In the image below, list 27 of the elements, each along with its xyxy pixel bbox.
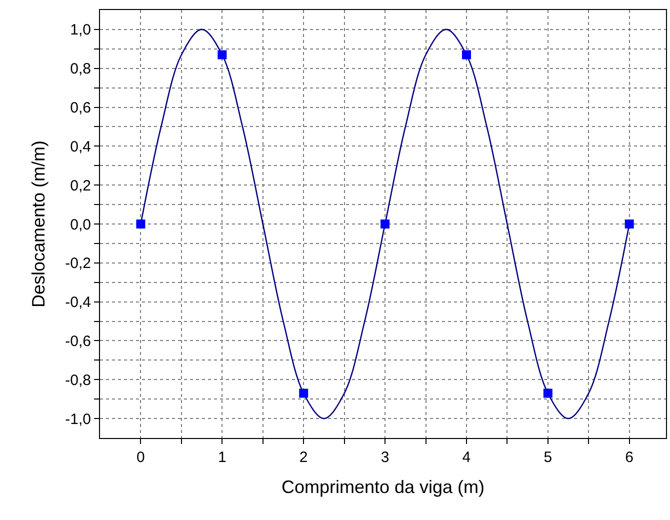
y-tick-label: -1,0 [65,410,91,428]
y-tick-label: 0,6 [70,100,91,117]
point [380,220,390,228]
y-tick-label: 0,4 [70,138,91,156]
y-tick-label: -0,6 [65,332,91,350]
x-tick-label: 2 [299,449,308,466]
point [543,388,552,398]
point [136,220,146,228]
x-axis-title: Comprimento da viga (m) [281,477,485,498]
point [462,50,471,60]
y-tick-label: -0,8 [65,372,91,389]
x-tick-label: 4 [462,449,471,466]
x-tick-label: 6 [625,449,634,466]
y-tick-label: 0,0 [70,216,91,234]
y-tick-label: -0,2 [65,255,91,272]
point [624,220,634,228]
point [299,388,308,398]
x-tick-label: 0 [136,449,145,466]
y-tick-label: 0,2 [70,177,91,194]
y-tick-label: -0,4 [65,294,91,312]
y-tick-label: 1,0 [70,22,91,39]
x-tick-label: 5 [544,449,552,466]
x-tick-label: 3 [380,449,390,466]
x-tick-label: 1 [218,449,226,466]
point [218,50,227,60]
y-tick-label: 0,8 [70,60,91,78]
y-axis-title: Deslocamento (m/m) [28,140,48,308]
